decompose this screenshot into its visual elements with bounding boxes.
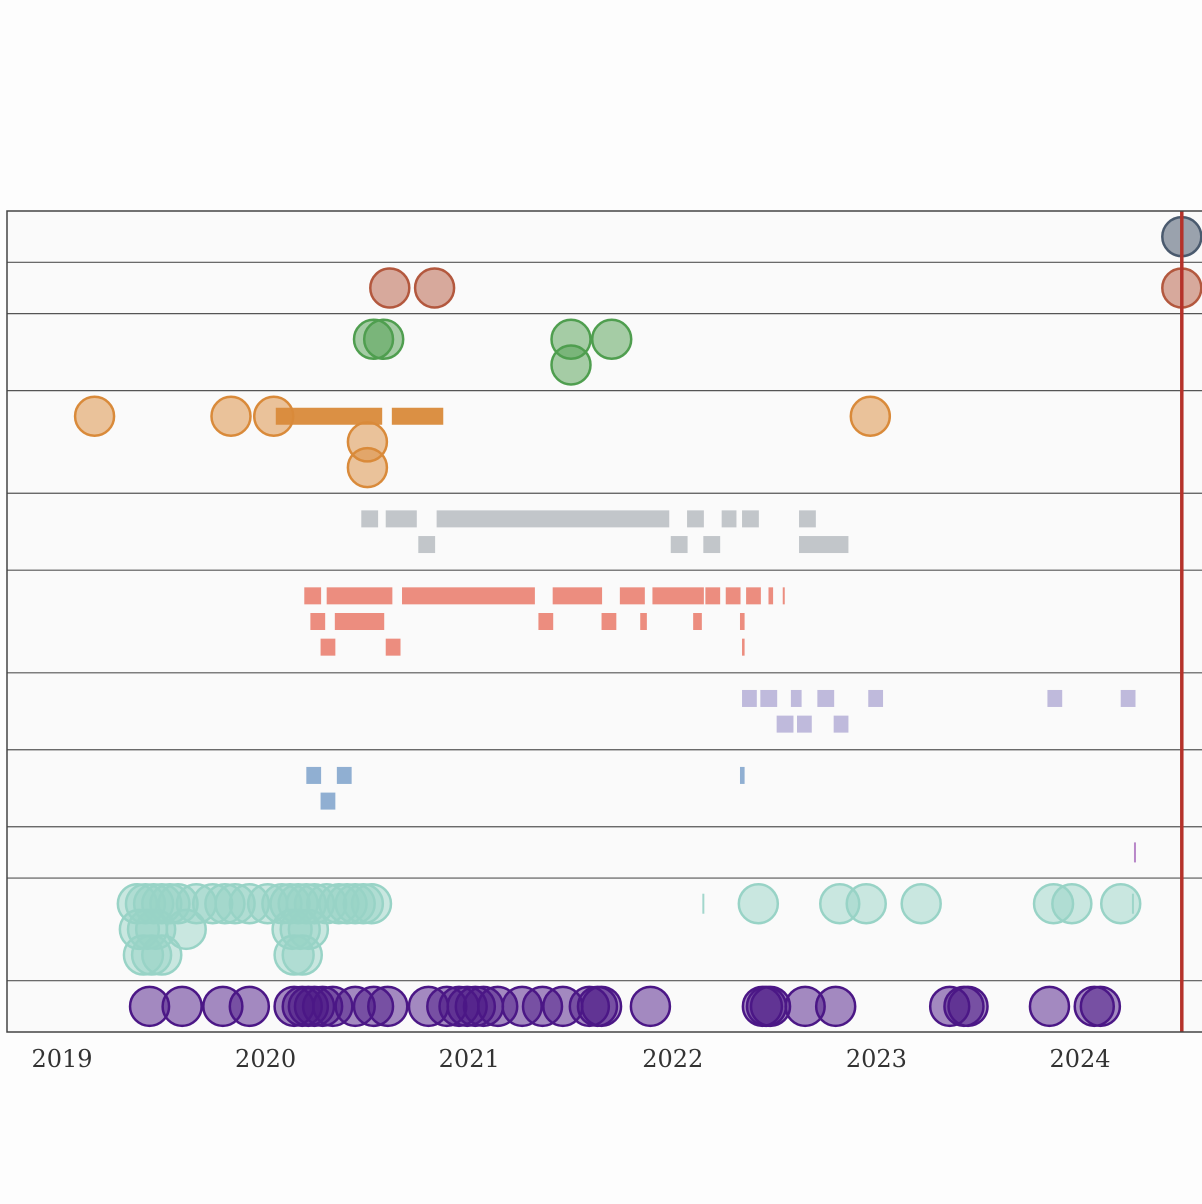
x-tick-label: 2020 [235, 1045, 296, 1073]
event-bar [619, 587, 645, 605]
x-tick-label: 2023 [846, 1045, 907, 1073]
row-3 [352, 318, 633, 386]
x-tick-label: 2021 [439, 1045, 500, 1073]
event-circle [228, 985, 271, 1028]
event-bar [601, 613, 617, 630]
event-bar [725, 587, 741, 605]
event-bar [670, 536, 688, 554]
event-tick [702, 893, 705, 914]
event-circle [629, 985, 672, 1028]
event-bar [833, 715, 849, 733]
event-circle [749, 985, 792, 1028]
event-bar [385, 510, 417, 528]
row-4 [73, 395, 892, 489]
event-bar [739, 766, 745, 784]
event-bar [436, 510, 670, 528]
row-5 [361, 510, 849, 554]
event-bar [320, 792, 336, 810]
event-bar [799, 510, 816, 528]
event-bar [742, 689, 757, 707]
x-tick-label: 2019 [31, 1045, 92, 1073]
event-bar [418, 536, 436, 554]
event-bar [538, 613, 554, 630]
event-bar [334, 613, 385, 630]
row-10 [116, 882, 1142, 976]
row-11 [128, 985, 1122, 1028]
event-bar [768, 587, 774, 605]
event-bar [703, 536, 721, 554]
event-tick [1133, 842, 1136, 863]
event-circle [849, 395, 892, 437]
event-bar [640, 613, 647, 630]
event-circle [550, 344, 592, 386]
event-bar [705, 587, 721, 605]
event-circle [413, 267, 456, 309]
plot-frame [6, 210, 1202, 1033]
event-bar [336, 766, 352, 784]
event-circle [845, 882, 887, 925]
event-circle [362, 318, 405, 361]
event-circle [814, 985, 857, 1028]
event-bar [1047, 689, 1063, 707]
x-tick-label: 2024 [1049, 1045, 1110, 1073]
event-bar [310, 613, 326, 630]
event-bar [361, 510, 379, 528]
row-6 [304, 587, 785, 656]
event-bar [782, 587, 785, 605]
event-bar [693, 613, 702, 630]
event-bar [326, 587, 393, 605]
event-bar [402, 587, 535, 605]
event-circle [165, 908, 207, 951]
event-circle [141, 934, 183, 976]
event-bar [304, 587, 322, 605]
event-bar [742, 510, 759, 528]
x-axis: 2019 2020 2021 2022 2023 2024 [31, 1045, 1110, 1073]
event-marks [73, 215, 1202, 1028]
event-circle [590, 318, 633, 361]
event-circle [737, 882, 780, 925]
event-circle [350, 882, 393, 925]
event-bar [776, 715, 794, 733]
event-circle [900, 882, 942, 925]
event-circle [367, 985, 409, 1028]
event-bar [1120, 689, 1136, 707]
event-bar [868, 689, 884, 707]
event-bar [739, 613, 745, 630]
event-bar [760, 689, 778, 707]
event-circle [1079, 985, 1122, 1028]
event-bar [742, 638, 745, 656]
event-circle [161, 985, 203, 1028]
event-bar [799, 536, 849, 554]
event-circle [369, 267, 411, 309]
row-9 [1133, 842, 1136, 863]
event-bar [275, 407, 383, 425]
event-bar [385, 638, 401, 656]
event-circle [346, 446, 389, 489]
event-circle [210, 395, 252, 437]
event-bar [652, 587, 704, 605]
row-7 [742, 689, 1136, 733]
event-circle [1099, 882, 1142, 925]
x-tick-label: 2022 [642, 1045, 703, 1073]
event-bar [746, 587, 761, 605]
event-bar [391, 407, 444, 425]
event-bar [796, 715, 812, 733]
event-circle [1028, 985, 1071, 1028]
row-8 [306, 766, 745, 810]
event-circle [947, 985, 989, 1028]
row-separators [7, 261, 1202, 982]
event-bar [320, 638, 336, 656]
event-tick [1131, 893, 1134, 914]
event-circle [281, 934, 323, 976]
event-bar [790, 689, 802, 707]
event-bar [721, 510, 737, 528]
event-bar [817, 689, 835, 707]
event-circle [580, 985, 623, 1028]
event-bar [687, 510, 704, 528]
event-circle [73, 395, 116, 437]
event-circle [1051, 882, 1093, 925]
event-bar [306, 766, 322, 784]
event-bar [552, 587, 603, 605]
